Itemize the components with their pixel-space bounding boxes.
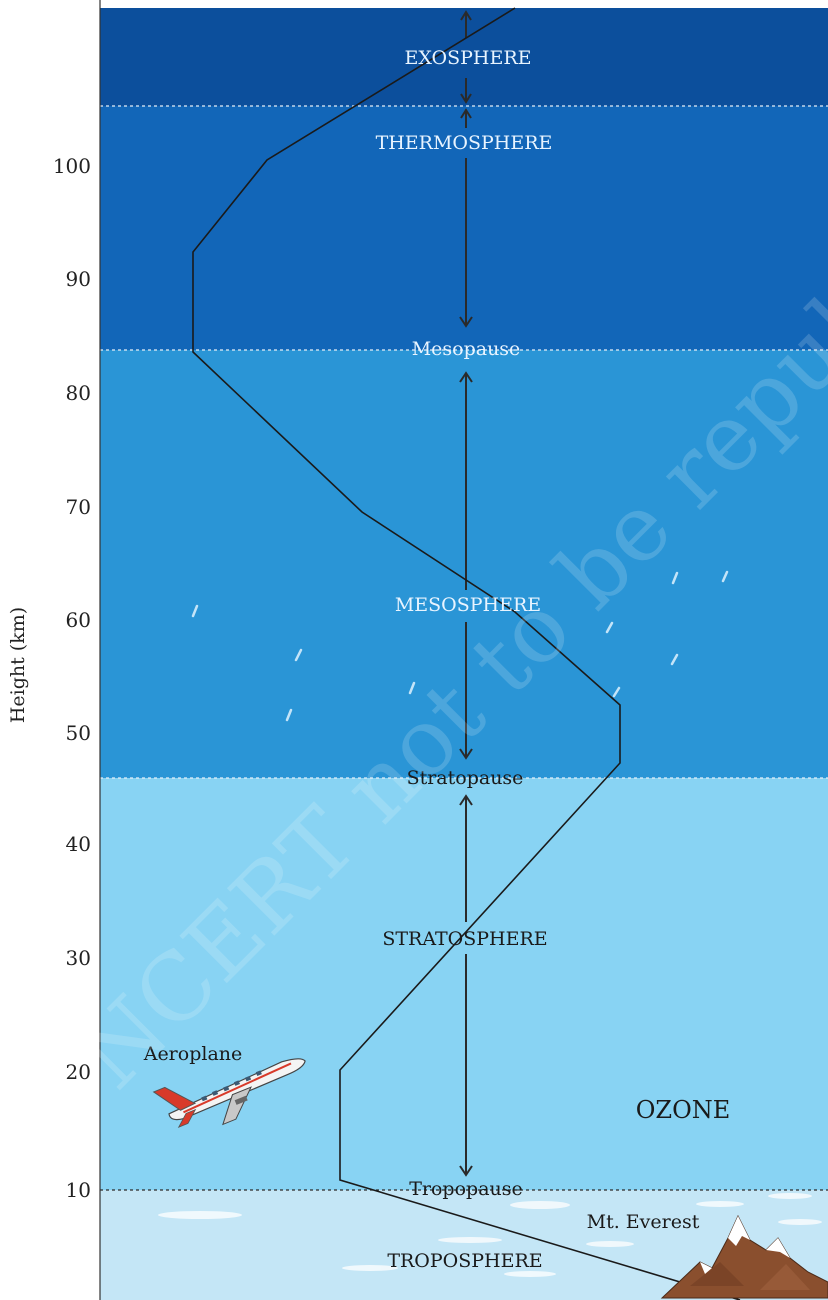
aeroplane-label: Aeroplane xyxy=(143,1043,243,1065)
mountain-icon xyxy=(660,1214,828,1299)
meteor-streaks xyxy=(191,570,729,722)
tick-20: 20 xyxy=(66,1060,91,1084)
tick-10: 10 xyxy=(66,1178,91,1202)
boundary-lines xyxy=(100,105,828,779)
tick-90: 90 xyxy=(66,267,91,291)
layer-span-arrows xyxy=(459,10,473,1177)
mesosphere-label: MESOSPHERE xyxy=(395,594,541,616)
everest-label: Mt. Everest xyxy=(587,1211,700,1233)
aeroplane-icon xyxy=(152,1058,306,1128)
temperature-profile-curve xyxy=(192,7,741,1300)
stratopause-label: Stratopause xyxy=(407,767,524,789)
tick-60: 60 xyxy=(66,608,91,632)
tick-70: 70 xyxy=(66,495,91,519)
tick-80: 80 xyxy=(66,381,91,405)
y-axis-ticks: 10 20 30 40 50 60 70 80 90 100 xyxy=(53,154,91,1202)
tick-30: 30 xyxy=(66,946,91,970)
tick-50: 50 xyxy=(66,721,91,745)
exosphere-band xyxy=(100,8,828,106)
tropopause-label: Tropopause xyxy=(409,1178,523,1200)
thermosphere-band xyxy=(100,106,828,350)
troposphere-label: TROPOSPHERE xyxy=(387,1250,542,1272)
stratosphere-band xyxy=(100,778,828,1190)
stratosphere-label: STRATOSPHERE xyxy=(382,928,547,950)
y-axis-label: Height (km) xyxy=(7,607,29,723)
tick-40: 40 xyxy=(66,832,91,856)
troposphere-clouds xyxy=(158,1193,822,1277)
tick-100: 100 xyxy=(53,154,91,178)
mesopause-label: Mesopause xyxy=(412,338,521,360)
thermosphere-label: THERMOSPHERE xyxy=(376,132,553,154)
exosphere-label: EXOSPHERE xyxy=(404,47,531,69)
mesosphere-band xyxy=(100,350,828,778)
ozone-label: OZONE xyxy=(636,1096,731,1124)
